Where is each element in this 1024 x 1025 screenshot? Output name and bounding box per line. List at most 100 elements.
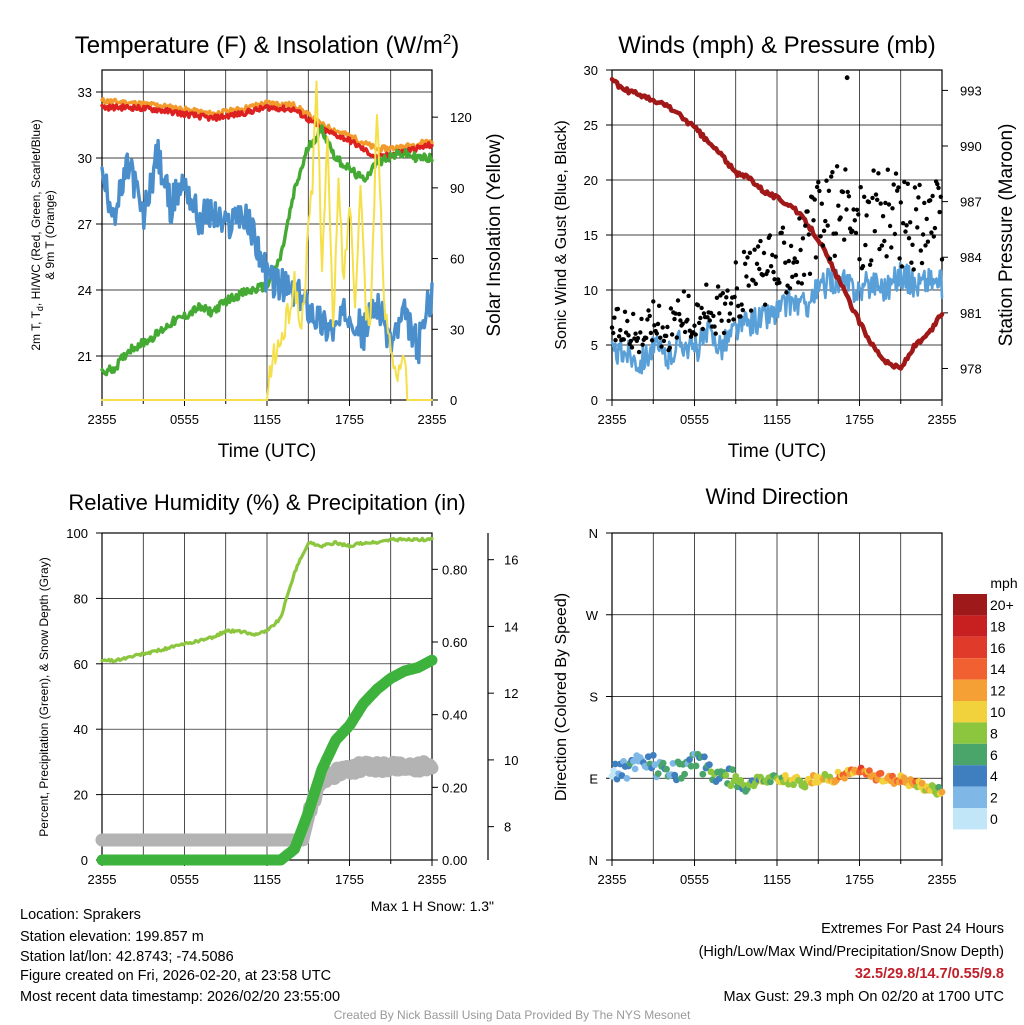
gust-point <box>840 189 846 195</box>
temp-y2tick-label: 60 <box>450 252 464 267</box>
gust-point <box>659 344 664 349</box>
temp-xtick-label: 2355 <box>88 412 117 427</box>
gust-point <box>719 318 724 323</box>
legend-swatch <box>953 679 987 701</box>
gust-point <box>765 269 770 274</box>
gust-point <box>636 349 642 355</box>
rh-ytick-label: 40 <box>74 722 88 737</box>
wdir-title: Wind Direction <box>705 484 848 509</box>
legend-title: mph <box>990 575 1017 591</box>
gust-point <box>900 221 906 226</box>
gust-point <box>869 258 874 263</box>
wind-direction-point <box>699 770 707 778</box>
gust-point <box>705 315 710 320</box>
wind-direction-point <box>686 756 693 763</box>
gust-point <box>920 232 926 237</box>
wind-direction-point <box>729 766 736 773</box>
temp-series-hi-wc <box>100 138 434 365</box>
gust-point <box>777 280 782 285</box>
wind-direction-point <box>701 753 708 761</box>
gust-point <box>906 236 912 241</box>
gust-point <box>873 192 879 197</box>
gust-point <box>707 318 712 323</box>
gust-point <box>672 316 677 322</box>
gust-point <box>902 179 907 185</box>
wdir-xtick-label: 0555 <box>680 872 709 887</box>
winds-xtick-label: 1155 <box>763 412 791 427</box>
gust-point <box>616 334 622 339</box>
gust-point <box>794 259 800 265</box>
winds-ylabel: Sonic Wind & Gust (Blue, Black) <box>553 120 570 349</box>
gust-point <box>609 325 615 330</box>
gust-point <box>741 249 747 255</box>
gust-point <box>763 302 768 307</box>
gust-point <box>787 286 793 291</box>
gust-point <box>745 255 750 260</box>
gust-point <box>807 271 813 276</box>
precip-tick-label: 0.60 <box>442 635 467 650</box>
rh-ylabel: Percent, Precipitation (Green), & Snow D… <box>37 557 51 836</box>
gust-point <box>755 244 761 249</box>
gust-point <box>825 223 830 228</box>
gust-point <box>898 200 903 205</box>
gust-point <box>744 274 749 279</box>
gust-point <box>770 252 775 258</box>
gust-point <box>625 318 630 324</box>
gust-point <box>655 321 661 327</box>
gust-point <box>781 240 787 245</box>
rh-xtick-label: 0555 <box>170 872 199 887</box>
gust-point <box>783 260 788 265</box>
gust-point <box>883 200 888 206</box>
gust-point <box>833 231 839 236</box>
gust-point <box>823 218 828 224</box>
elevation-label: Station elevation: 199.857 m <box>20 929 204 945</box>
gust-point <box>872 229 877 234</box>
max-gust-point <box>844 75 850 81</box>
gust-point <box>790 274 795 279</box>
gust-point <box>704 282 709 287</box>
temp-y2tick-label: 90 <box>450 181 464 196</box>
winds-xtick-label: 2355 <box>928 412 957 427</box>
precip-tick-label: 0.40 <box>442 708 467 723</box>
gust-point <box>866 199 872 205</box>
gust-point <box>664 333 669 339</box>
gust-point <box>858 185 863 190</box>
gust-point <box>712 324 717 329</box>
wdir-xtick-label: 2355 <box>598 872 627 887</box>
gust-point <box>892 231 898 237</box>
wdir-ytick-label: W <box>586 608 599 623</box>
gust-point <box>727 311 733 316</box>
temp-xtick-label: 1755 <box>335 412 364 427</box>
latlon-label: Station lat/lon: 42.8743; -74.5086 <box>20 949 234 965</box>
gust-point <box>893 171 899 176</box>
gust-point <box>733 260 738 265</box>
gust-point <box>818 234 823 239</box>
rh-xtick-label: 1755 <box>335 872 364 887</box>
rh-series-snow-depth <box>95 755 439 847</box>
rh-ytick-label: 100 <box>66 526 88 541</box>
gust-point <box>862 194 867 199</box>
gust-point <box>713 331 718 336</box>
gust-point <box>649 338 655 343</box>
max-gust-label: Max Gust: 29.3 mph On 02/20 at 1700 UTC <box>723 989 1004 1005</box>
gust-point <box>826 188 832 193</box>
gust-point <box>857 257 862 262</box>
gust-point <box>654 331 659 336</box>
gust-point <box>673 311 678 316</box>
gust-point <box>850 228 855 234</box>
gust-point <box>639 316 644 322</box>
gust-point <box>669 332 675 337</box>
wind-direction-point <box>732 772 740 780</box>
legend-swatch <box>953 636 987 659</box>
gust-point <box>665 324 670 330</box>
wind-direction-point <box>663 765 670 773</box>
temp-ylabel-line2: & 9m T (Orange) <box>43 190 57 280</box>
gust-point <box>695 303 701 308</box>
wind-direction-point <box>930 783 938 791</box>
gust-point <box>768 264 774 269</box>
gust-point <box>801 272 807 277</box>
temp-ytick-label: 27 <box>78 217 92 232</box>
gust-point <box>611 330 616 336</box>
wind-direction-point <box>620 758 627 765</box>
winds-ytick-label: 25 <box>584 118 598 133</box>
